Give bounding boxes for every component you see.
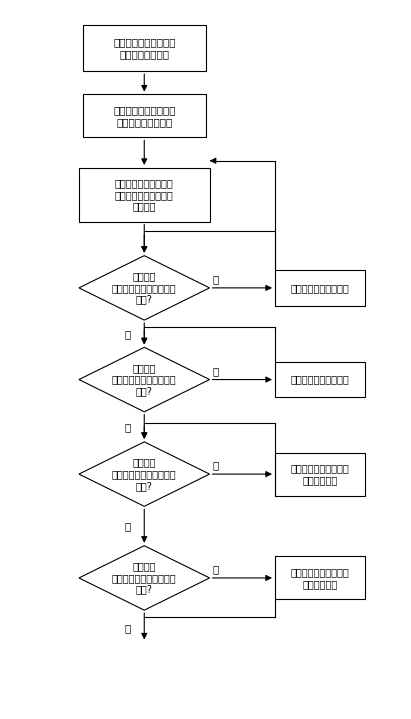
- Bar: [275, 452, 365, 495]
- Text: 是: 是: [212, 460, 219, 470]
- Text: 是: 是: [212, 366, 219, 376]
- Text: 报警次数
超过报警参数波动区间的
上限?: 报警次数 超过报警参数波动区间的 上限?: [112, 271, 177, 304]
- Text: 是: 是: [212, 274, 219, 284]
- Text: 报警次数
低于报警参数波动区间的
下限?: 报警次数 低于报警参数波动区间的 下限?: [112, 363, 177, 396]
- Bar: [275, 557, 365, 600]
- Text: 否: 否: [125, 623, 131, 633]
- Text: 设定报警参数波动区间
和初始跟车参数值: 设定报警参数波动区间 和初始跟车参数值: [113, 37, 175, 59]
- Bar: [83, 24, 206, 71]
- Polygon shape: [79, 442, 210, 506]
- Bar: [275, 362, 365, 398]
- Text: 增加自适应跟车参数值: 增加自适应跟车参数值: [291, 375, 349, 385]
- Text: 否: 否: [125, 422, 131, 432]
- Bar: [79, 168, 210, 221]
- Polygon shape: [79, 546, 210, 610]
- Bar: [275, 270, 365, 306]
- Text: 跟车距离
大于系统预设的最大跟车
距离?: 跟车距离 大于系统预设的最大跟车 距离?: [112, 457, 177, 490]
- Text: 否: 否: [125, 329, 131, 339]
- Text: 是: 是: [212, 564, 219, 574]
- Text: 减小自适应跟车参数值: 减小自适应跟车参数值: [291, 283, 349, 293]
- Text: 将当前跟车距离设定为
最大跟车距离: 将当前跟车距离设定为 最大跟车距离: [291, 463, 349, 485]
- Text: 将初始跟车参数值修正
为自适应跟车参数值: 将初始跟车参数值修正 为自适应跟车参数值: [113, 105, 175, 127]
- Polygon shape: [79, 347, 210, 412]
- Text: 跟车距离
小于系统预设的最小跟车
距离?: 跟车距离 小于系统预设的最小跟车 距离?: [112, 562, 177, 595]
- Polygon shape: [79, 256, 210, 320]
- Text: 否: 否: [125, 521, 131, 531]
- Bar: [83, 94, 206, 137]
- Text: 以自适应跟车参数值为
标准计算单位时间内的
报警次数: 以自适应跟车参数值为 标准计算单位时间内的 报警次数: [115, 178, 173, 211]
- Text: 将当前跟车距离设定为
最小跟车距离: 将当前跟车距离设定为 最小跟车距离: [291, 567, 349, 589]
